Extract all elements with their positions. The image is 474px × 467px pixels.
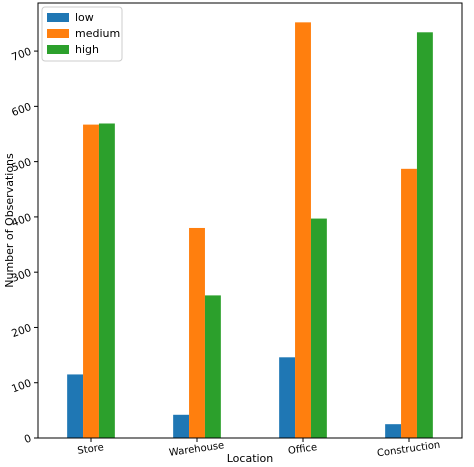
y-axis-label: Number of Observations [3,153,16,288]
bar-medium-warehouse [189,227,205,438]
bars [67,22,433,439]
legend-label-low: low [75,11,94,24]
x-tick-label: Office [287,442,317,457]
legend-swatch-medium [47,29,69,38]
y-tick-label: 100 [10,377,33,395]
x-tick-label: Store [77,442,105,457]
x-tick-label: Construction [376,440,441,460]
y-tick-label: 0 [23,433,33,447]
legend-swatch-low [47,13,69,22]
y-tick-label: 200 [10,322,33,340]
bar-medium-office [295,22,311,439]
bar-medium-construction [401,168,417,438]
legend: low medium high [41,6,123,62]
bar-low-office [279,357,296,438]
legend-label-high: high [75,43,99,56]
legend-label-medium: medium [75,27,120,40]
bar-low-construction [385,424,402,438]
x-tick-label: Warehouse [168,440,225,459]
y-tick-label: 600 [10,101,33,119]
bar-medium-store [83,124,99,438]
x-axis-label: Location [227,452,274,465]
bar-high-store [98,123,115,439]
bar-low-store [67,374,84,438]
bar-low-warehouse [173,414,190,438]
plot-frame [37,2,463,439]
y-tick-label: 700 [10,46,33,64]
bar-high-warehouse [204,295,221,438]
bar-high-construction [416,32,433,438]
legend-swatch-high [47,45,69,54]
bar-high-office [310,218,327,438]
